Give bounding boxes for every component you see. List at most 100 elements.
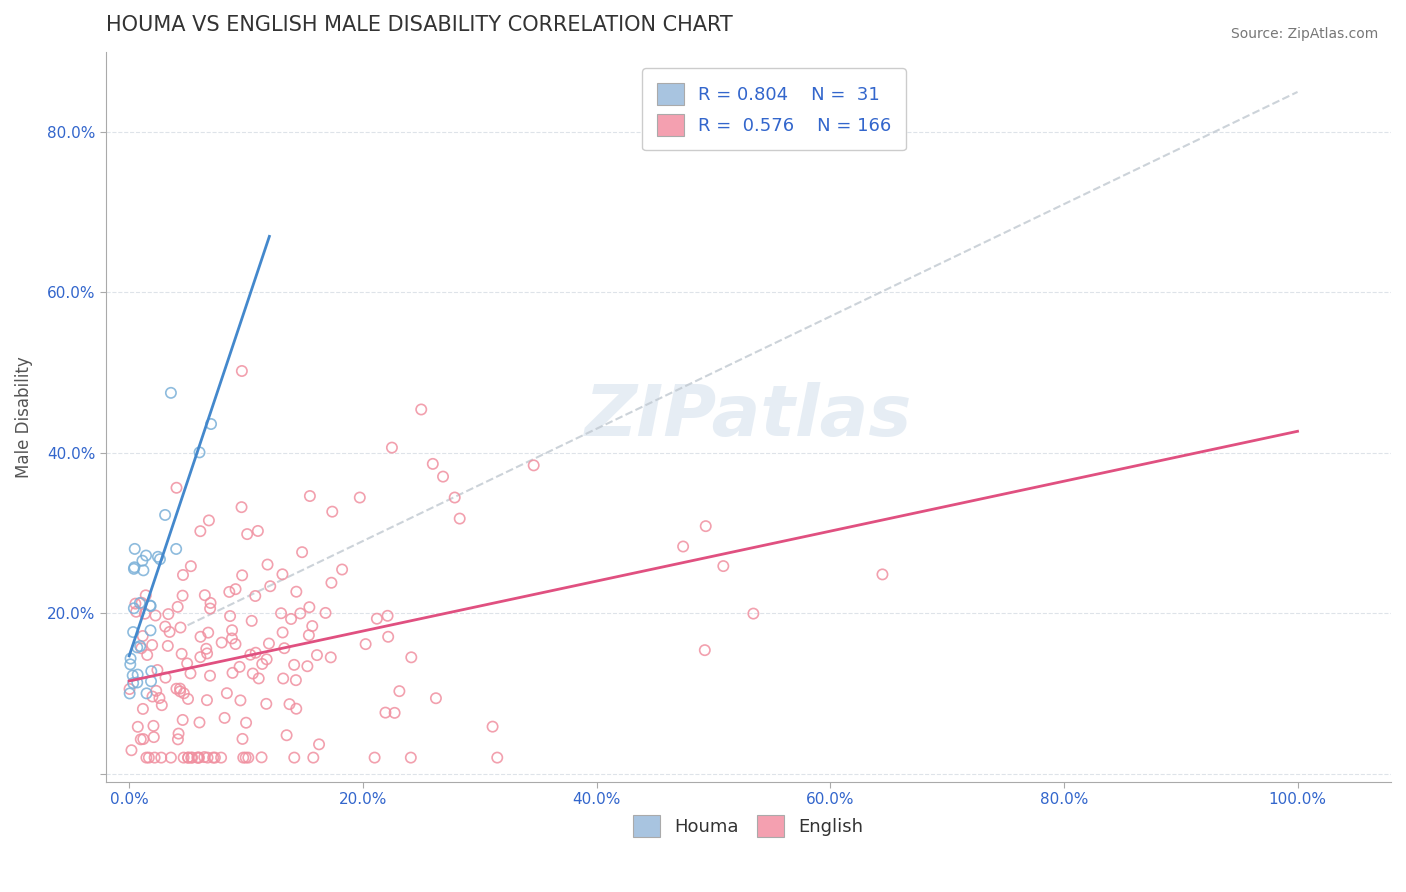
Point [139, 599, 162, 613]
Point [225, 582, 247, 596]
Point [190, 650, 212, 665]
Point [240, 614, 263, 628]
Point [170, 647, 193, 661]
Point [131, 596, 153, 610]
Point [284, 673, 307, 688]
Point [411, 402, 433, 417]
Point [127, 675, 149, 690]
Point [374, 706, 396, 720]
Point [486, 750, 509, 764]
Point [167, 726, 190, 740]
Point [118, 681, 141, 696]
Point [132, 629, 155, 643]
Point [238, 750, 260, 764]
Point [150, 750, 173, 764]
Point [481, 720, 503, 734]
Point [169, 684, 191, 698]
Point [180, 559, 202, 574]
Point [141, 664, 163, 678]
Point [302, 750, 325, 764]
Point [283, 750, 305, 764]
Point [200, 596, 222, 610]
Point [135, 549, 157, 563]
Point [228, 660, 250, 674]
Point [120, 657, 142, 672]
Point [155, 619, 177, 633]
Point [128, 596, 150, 610]
Point [134, 607, 156, 621]
Point [291, 545, 314, 559]
Point [384, 706, 406, 720]
Point [231, 364, 253, 378]
Point [122, 601, 145, 615]
Point [155, 671, 177, 685]
Point [177, 750, 200, 764]
Point [270, 606, 292, 620]
Point [321, 505, 343, 519]
Point [246, 524, 269, 538]
Point [235, 750, 257, 764]
Point [432, 469, 454, 483]
Point [354, 637, 377, 651]
Point [401, 650, 423, 665]
Point [135, 750, 157, 764]
Point [443, 491, 465, 505]
Point [127, 720, 149, 734]
Point [124, 597, 146, 611]
Point [146, 549, 169, 564]
Point [297, 659, 319, 673]
Point [136, 648, 159, 662]
Point [422, 457, 444, 471]
Point [202, 750, 225, 764]
Point [186, 750, 208, 764]
Point [172, 568, 194, 582]
Point [195, 693, 218, 707]
Point [271, 625, 294, 640]
Point [122, 625, 145, 640]
Point [363, 750, 385, 764]
Point [145, 608, 167, 623]
Point [256, 558, 278, 572]
Point [131, 554, 153, 568]
Point [366, 612, 388, 626]
Point [198, 601, 221, 615]
Point [278, 697, 301, 711]
Point [215, 686, 238, 700]
Point [125, 605, 148, 619]
Point [188, 715, 211, 730]
Point [221, 632, 243, 646]
Point [449, 511, 471, 525]
Point [172, 713, 194, 727]
Point [195, 647, 218, 661]
Point [231, 731, 253, 746]
Point [695, 519, 717, 533]
Point [160, 385, 183, 400]
Point [280, 612, 302, 626]
Point [165, 541, 187, 556]
Point [872, 567, 894, 582]
Point [129, 639, 152, 653]
Point [247, 672, 270, 686]
Point [319, 650, 342, 665]
Point [399, 750, 422, 764]
Point [127, 640, 149, 655]
Point [124, 541, 146, 556]
Point [232, 750, 254, 764]
Point [711, 559, 734, 574]
Point [252, 657, 274, 671]
Point [219, 609, 242, 624]
Point [132, 732, 155, 747]
Point [153, 508, 176, 522]
Point [298, 628, 321, 642]
Point [141, 690, 163, 704]
Point [118, 686, 141, 700]
Point [245, 646, 267, 660]
Point [176, 657, 198, 671]
Point [194, 588, 217, 602]
Point [145, 684, 167, 698]
Point [124, 560, 146, 574]
Point [156, 639, 179, 653]
Point [245, 589, 267, 603]
Point [188, 524, 211, 538]
Point [271, 672, 294, 686]
